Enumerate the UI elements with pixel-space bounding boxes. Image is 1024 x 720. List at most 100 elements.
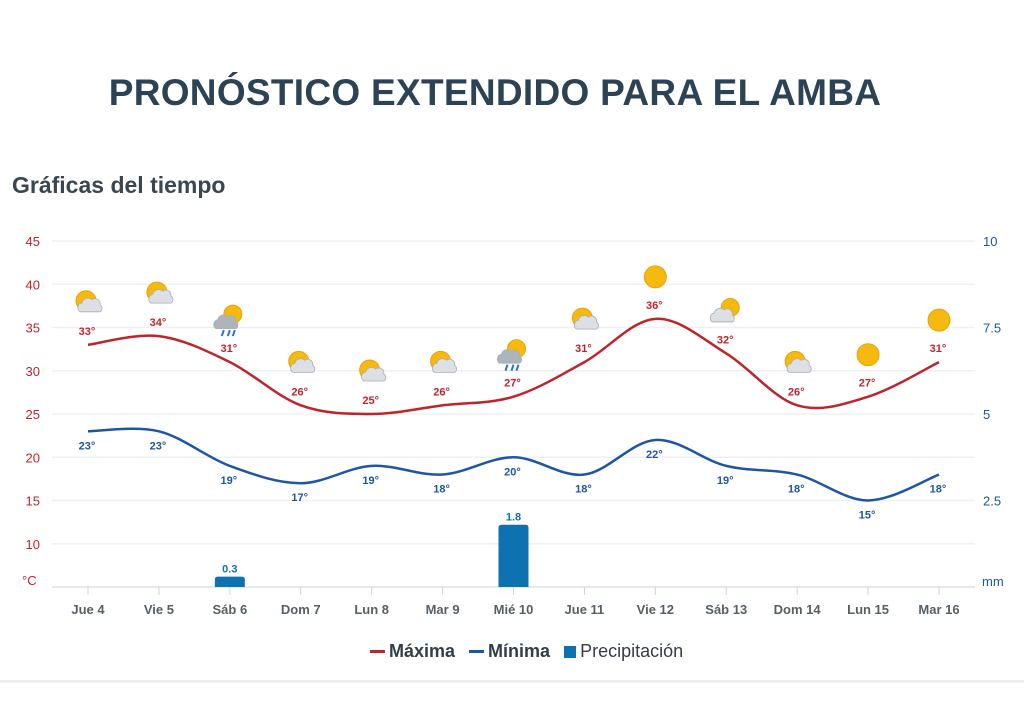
partly-cloudy-icon bbox=[75, 290, 103, 313]
sun-shape bbox=[856, 343, 880, 367]
min-temp-label: 19° bbox=[362, 475, 379, 487]
left-axis-tick: 20 bbox=[26, 450, 40, 465]
min-line-swatch bbox=[469, 650, 485, 653]
min-temp-label: 17° bbox=[291, 492, 308, 504]
left-axis-tick: 25 bbox=[26, 407, 40, 422]
weather-chart: 45 40 35 30 25 20 15 10 °C 10 7.5 5 2.5 mm Jue 4 Vie 5 S… bbox=[22, 234, 1004, 617]
partly-cloudy-icon bbox=[784, 350, 812, 373]
x-axis-label: Sáb 6 bbox=[212, 602, 247, 617]
min-temp-label: 18° bbox=[930, 484, 947, 496]
precip-label: 0.3 bbox=[222, 564, 237, 576]
left-axis-tick: 40 bbox=[26, 277, 40, 292]
rain-drop bbox=[510, 364, 515, 372]
mostly-cloudy-icon bbox=[709, 297, 740, 323]
left-axis-tick: 15 bbox=[26, 494, 40, 509]
max-temp-label: 36° bbox=[646, 300, 663, 312]
x-axis-label: Mié 10 bbox=[494, 602, 534, 617]
left-axis-unit: °C bbox=[22, 573, 37, 588]
partly-cloudy-icon bbox=[288, 350, 316, 373]
max-temp-label: 31° bbox=[221, 343, 238, 355]
legend: Máxima Mínima Precipitación bbox=[370, 641, 697, 662]
min-temp-label: 18° bbox=[575, 484, 592, 496]
partly-cloudy-icon bbox=[359, 359, 387, 382]
right-axis-tick: 7.5 bbox=[983, 321, 1001, 336]
min-temp-label: 18° bbox=[788, 484, 805, 496]
rain-drop bbox=[515, 364, 520, 372]
partly-cloudy-icon bbox=[430, 350, 458, 373]
legend-max[interactable]: Máxima bbox=[370, 641, 455, 662]
cloud-shape bbox=[213, 314, 239, 329]
max-temp-label: 33° bbox=[79, 326, 96, 338]
max-temp-label: 26° bbox=[788, 386, 805, 398]
legend-min[interactable]: Mínima bbox=[469, 641, 550, 662]
sunny-icon bbox=[927, 308, 951, 332]
sun-shape bbox=[643, 265, 667, 289]
cloud-shape bbox=[290, 358, 316, 373]
max-temp-label: 25° bbox=[362, 395, 379, 407]
min-temp-label: 15° bbox=[859, 510, 876, 522]
cloud-shape bbox=[77, 297, 103, 313]
cloud-shape bbox=[709, 307, 735, 323]
max-temp-label: 31° bbox=[930, 343, 947, 355]
min-temp-label: 20° bbox=[504, 466, 521, 478]
x-axis-label: Vie 12 bbox=[637, 602, 674, 617]
precip-swatch bbox=[564, 645, 577, 658]
precip-bar bbox=[214, 576, 245, 587]
rain-drop bbox=[504, 364, 509, 372]
rain-drop bbox=[220, 329, 225, 337]
legend-precip[interactable]: Precipitación bbox=[564, 641, 683, 662]
cloud-shape bbox=[432, 358, 458, 373]
x-axis-label: Lun 15 bbox=[847, 602, 889, 617]
x-axis-label: Vie 5 bbox=[144, 602, 174, 617]
sunny-icon bbox=[643, 265, 667, 289]
max-temp-label: 31° bbox=[575, 343, 592, 355]
x-axis-label: Mar 9 bbox=[426, 602, 460, 617]
right-axis-unit: mm bbox=[982, 574, 1004, 589]
x-axis-label: Lun 8 bbox=[354, 602, 389, 617]
cloud-shape bbox=[496, 349, 522, 364]
x-axis-label: Sáb 13 bbox=[705, 602, 747, 617]
max-temp-label: 26° bbox=[433, 386, 450, 398]
max-temp-label: 27° bbox=[504, 378, 521, 390]
chart-heading: Gráficas del tiempo bbox=[12, 172, 226, 198]
legend-precip-label: Precipitación bbox=[580, 641, 684, 661]
rain-drop bbox=[226, 329, 231, 337]
left-axis-tick: 10 bbox=[26, 537, 40, 552]
partly-cloudy-icon bbox=[146, 281, 174, 304]
rain-sun-icon bbox=[496, 339, 526, 372]
partly-cloudy-icon bbox=[571, 307, 599, 330]
max-temp-label: 32° bbox=[717, 334, 734, 346]
min-temp-label: 19° bbox=[717, 475, 734, 487]
sun-shape bbox=[927, 308, 951, 332]
cloud-shape bbox=[573, 315, 599, 330]
precip-bar bbox=[498, 524, 529, 587]
x-axis-label: Dom 14 bbox=[774, 602, 822, 617]
x-axis-label: Jue 11 bbox=[565, 602, 605, 617]
right-axis-tick: 5 bbox=[983, 407, 990, 422]
min-temp-label: 22° bbox=[646, 449, 663, 461]
x-axis-label: Jue 4 bbox=[71, 602, 105, 617]
right-axis-tick: 10 bbox=[983, 234, 997, 249]
left-axis-tick: 35 bbox=[26, 321, 40, 336]
rain-drop bbox=[231, 329, 236, 337]
min-temp-label: 23° bbox=[150, 440, 167, 452]
left-axis-tick: 45 bbox=[26, 234, 40, 249]
rain-sun-icon bbox=[213, 304, 243, 337]
max-temp-label: 26° bbox=[291, 386, 308, 398]
precip-label: 1.8 bbox=[506, 512, 521, 524]
max-temp-label: 34° bbox=[150, 317, 167, 329]
max-line-swatch bbox=[370, 650, 385, 653]
cloud-shape bbox=[361, 366, 387, 382]
min-temp-label: 19° bbox=[221, 475, 238, 487]
x-axis-label: Dom 7 bbox=[281, 602, 321, 617]
cloud-shape bbox=[148, 289, 174, 304]
max-temp-label: 27° bbox=[859, 378, 876, 390]
left-axis-tick: 30 bbox=[26, 364, 40, 379]
cloud-shape bbox=[786, 358, 812, 373]
legend-min-label: Mínima bbox=[488, 641, 551, 661]
right-axis-tick: 2.5 bbox=[983, 494, 1001, 509]
sunny-icon bbox=[856, 343, 880, 367]
min-temp-label: 18° bbox=[433, 484, 450, 496]
min-temp-line bbox=[87, 427, 940, 502]
page-title: PRONÓSTICO EXTENDIDO PARA EL AMBA bbox=[108, 72, 882, 113]
